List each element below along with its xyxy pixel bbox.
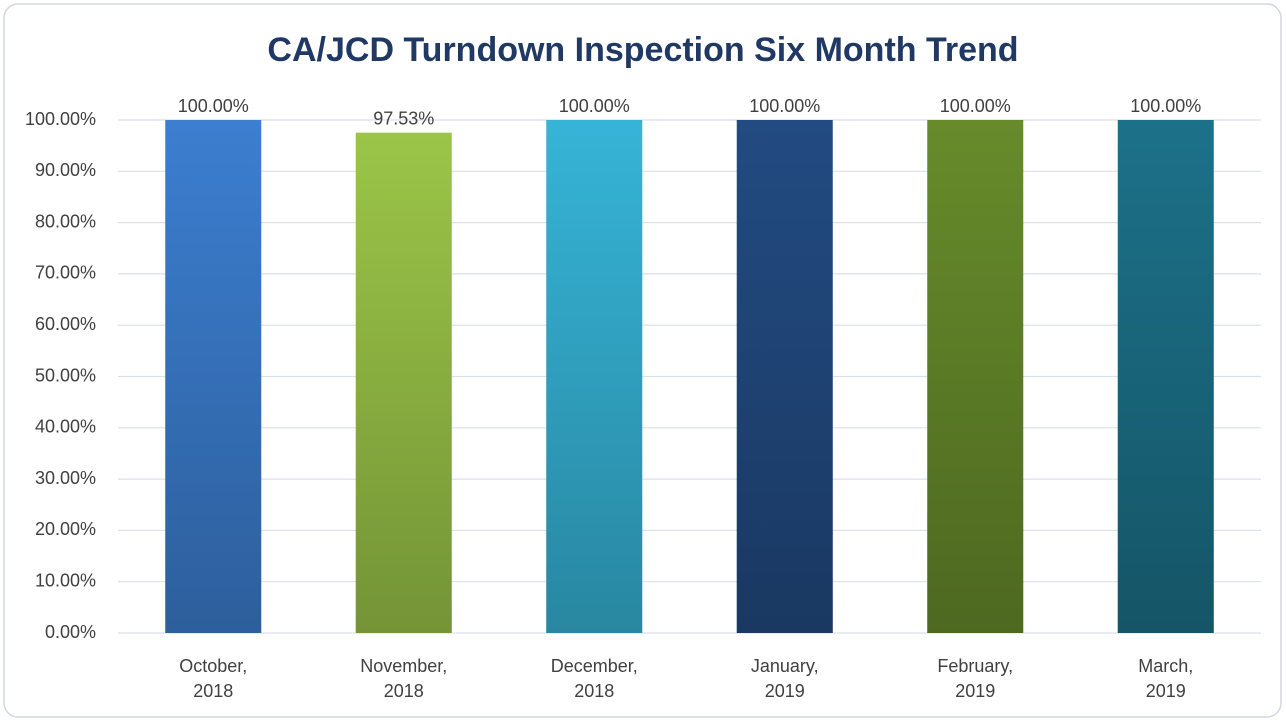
x-tick-label: January, 2019 — [751, 656, 819, 701]
y-tick-label: 0.00% — [45, 622, 96, 642]
x-tick-label: October, 2018 — [179, 656, 247, 701]
bar-shade — [927, 120, 1024, 633]
x-tick-label: December, 2018 — [551, 656, 638, 701]
chart-title: CA/JCD Turndown Inspection Six Month Tre… — [267, 31, 1018, 69]
bar-shade — [736, 120, 833, 633]
y-tick-label: 30.00% — [35, 468, 96, 488]
bar-shade — [165, 120, 262, 633]
y-tick-label: 80.00% — [35, 211, 96, 231]
value-label: 100.00% — [178, 96, 249, 116]
bar-shade — [355, 132, 452, 634]
y-tick-label: 70.00% — [35, 263, 96, 283]
x-tick-label: November, 2018 — [360, 656, 447, 701]
x-tick-label: March, 2019 — [1138, 656, 1193, 701]
y-tick-label: 90.00% — [35, 160, 96, 180]
x-tick-label: February, 2019 — [937, 656, 1013, 701]
y-tick-label: 40.00% — [35, 417, 96, 437]
y-tick-label: 10.00% — [35, 570, 96, 590]
value-label: 100.00% — [1130, 96, 1201, 116]
bar-shade — [546, 120, 643, 633]
value-label: 100.00% — [749, 96, 820, 116]
value-label: 100.00% — [559, 96, 630, 116]
y-tick-label: 50.00% — [35, 365, 96, 385]
y-tick-label: 100.00% — [25, 109, 96, 129]
bar-shade — [1117, 120, 1214, 633]
value-label: 97.53% — [373, 108, 434, 128]
y-tick-label: 20.00% — [35, 519, 96, 539]
y-tick-label: 60.00% — [35, 314, 96, 334]
value-label: 100.00% — [940, 96, 1011, 116]
